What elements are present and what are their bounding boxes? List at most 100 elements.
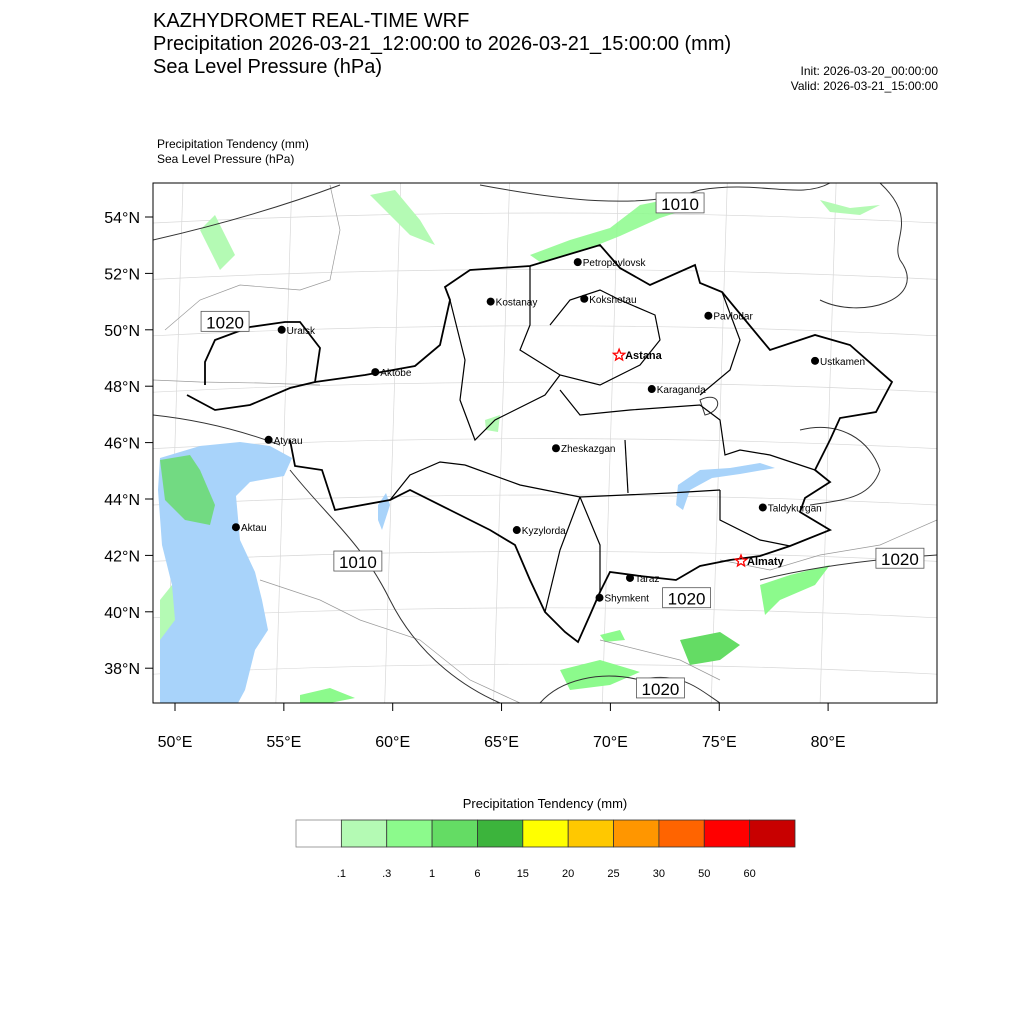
isobar-label: 1020 [206,313,244,332]
isobar-label: 1020 [642,680,680,699]
minor-borders [153,184,937,703]
city-label: Astana [625,350,663,362]
city-aktau: Aktau [231,523,267,534]
meridian-line [710,183,728,703]
isobar-label-box [655,192,705,214]
city-petropavlovsk: Petropavlovsk [573,258,647,269]
city-dot-icon [277,325,286,334]
city-almaty: Almaty [733,553,785,568]
city-kyzylorda: Kyzylorda [512,526,566,537]
parallel-line [153,438,937,449]
city-dot-icon [551,444,560,453]
slp-subtitle: Sea Level Pressure (hPa) [153,56,383,78]
city-dot-icon [811,356,820,365]
colorbar-swatch [613,819,660,848]
capital-star-icon [611,347,627,362]
city-markers: Petropavlovsk Kostanay Kokshetau Pavlodar Ur… [231,258,865,605]
colorbar-swatch [477,819,524,848]
colorbar-swatch [703,819,751,848]
precip-subtitle: Precipitation 2026-03-21_12:00:00 to 202… [153,33,732,55]
city-pavlodar: Pavlodar [704,311,754,323]
city-label: Zheskazgan [561,444,615,455]
lat-tick-label: 38°N [104,661,140,678]
city-dot-icon [264,435,273,444]
city-dot-icon [647,385,656,394]
city-label: Aktobe [380,368,412,379]
city-taraz: Taraz [625,573,659,585]
city-label: Aktau [241,523,267,534]
field-label-slp: Sea Level Pressure (hPa) [157,152,295,166]
isobar-label-box [333,550,383,572]
city-zheskazgan: Zheskazgan [551,444,615,455]
isobar-label-box [200,310,250,332]
region-borders [389,266,816,613]
parallel-line [153,551,937,562]
city-aktobe: Aktobe [371,368,412,379]
parallel-line [153,325,937,337]
lat-tick-label: 40°N [104,605,140,622]
balkhash-lake [676,463,775,510]
colorbar-label: 1 [429,868,435,880]
lon-tick-label: 75°E [702,734,737,751]
city-atyrau: Atyrau [264,435,303,447]
city-label: Taldykurgan [768,503,822,514]
colorbar-title: Precipitation Tendency (mm) [462,796,628,811]
colorbar-label: 50 [698,868,710,880]
colorbar-swatch [658,819,705,848]
city-dot-icon [704,311,713,320]
colorbar-label: .3 [382,868,391,880]
isobar-label: 1020 [668,590,706,609]
isobar-label: 1020 [881,550,919,569]
lat-tick-label: 54°N [104,210,140,227]
city-kokshetau: Kokshetau [580,294,637,306]
isobar-label-box [875,547,925,569]
kazakhstan-border [186,243,894,644]
lat-tick-label: 46°N [104,436,140,453]
city-label: Pavlodar [713,312,753,323]
valid-time: Valid: 2026-03-21_15:00:00 [790,79,938,93]
lat-tick-label: 48°N [104,379,140,396]
colorbar-label: 20 [562,868,574,880]
lon-tick-label: 60°E [375,734,410,751]
colorbar-label: 15 [517,868,529,880]
colorbar-swatch [340,819,388,848]
city-dot-icon [371,368,380,377]
city-label: Kostanay [496,298,538,309]
chart-title: KAZHYDROMET REAL-TIME WRF [153,10,470,32]
city-dot-icon [595,593,604,602]
city-label: Petropavlovsk [583,258,647,269]
parallel-line [153,494,937,506]
isobar-label-box [662,587,711,609]
city-kostanay: Kostanay [486,297,538,309]
field-label-precip: Precipitation Tendency (mm) [157,137,309,151]
city-label: Ustkamen [820,357,865,368]
lon-tick-label: 70°E [593,734,628,751]
city-taldykurgan: Taldykurgan [758,503,822,514]
city-label: Shymkent [605,594,650,605]
capital-star-icon [733,553,749,568]
isobar-label: 1010 [339,553,377,572]
city-label: Kyzylorda [522,526,566,537]
parallel-line [153,607,937,619]
city-dot-icon [573,258,582,267]
isobar-label-box [636,677,685,699]
city-uralsk: Uralsk [277,325,316,337]
parallel-line [153,212,937,224]
lon-tick-label: 80°E [811,734,846,751]
city-dot-icon [486,297,495,306]
colorbar-swatch [567,819,614,848]
lat-tick-label: 44°N [104,492,140,509]
city-label: Almaty [747,556,785,568]
city-dot-icon [625,573,634,582]
aral-sea [378,493,390,530]
city-label: Uralsk [287,326,316,337]
city-shymkent: Shymkent [595,593,650,605]
lon-tick-label: 55°E [266,734,301,751]
isobar-label: 1010 [661,195,699,214]
meridian-line [493,183,510,703]
colorbar-label: 6 [474,868,480,880]
lon-tick-label: 65°E [484,734,519,751]
lon-tick-label: 50°E [158,734,193,751]
city-dot-icon [512,526,521,535]
city-label: Karaganda [657,385,706,396]
